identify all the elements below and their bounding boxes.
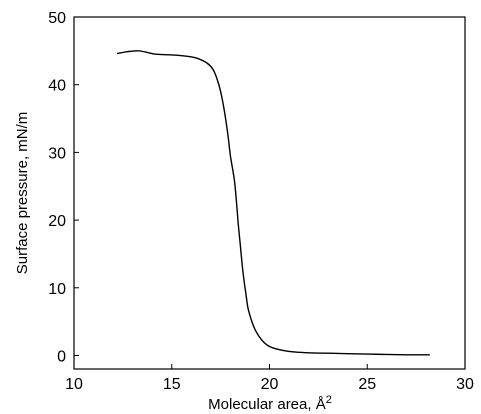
x-axis-label-text: Molecular area, Å <box>208 396 326 413</box>
isotherm-line <box>116 50 430 356</box>
y-axis-label: Surface pressure, mN/m <box>14 112 31 275</box>
y-tick-label: 10 <box>48 281 66 298</box>
plot-area <box>73 16 466 370</box>
y-tick-label: 40 <box>48 78 66 95</box>
y-tick-label: 20 <box>48 213 66 230</box>
x-tick-label: 25 <box>358 376 376 393</box>
series-layer <box>116 50 430 356</box>
x-tick-label: 30 <box>456 376 474 393</box>
x-tick-label: 10 <box>65 376 83 393</box>
x-tick-label: 20 <box>261 376 279 393</box>
y-tick-label: 0 <box>57 348 66 365</box>
axis-ticks: 10 15 20 25 30 0 10 20 30 40 50 <box>48 10 474 393</box>
x-tick-label: 15 <box>163 376 181 393</box>
plot-frame <box>73 16 466 370</box>
y-tick-label: 50 <box>48 10 66 27</box>
y-tick-label: 30 <box>48 145 66 162</box>
x-axis-label: Molecular area, Å2 <box>208 394 332 413</box>
x-axis-label-superscript: 2 <box>326 394 332 406</box>
